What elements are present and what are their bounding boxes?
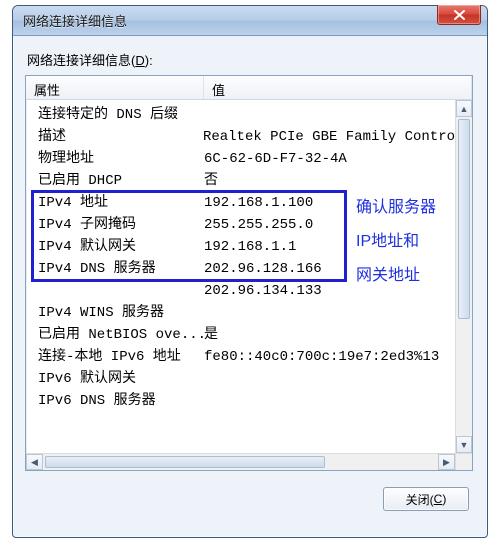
window-title: 网络连接详细信息 <box>23 11 481 30</box>
list-row[interactable]: IPv6 DNS 服务器 <box>38 390 455 412</box>
cell-prop: 连接-本地 IPv6 地址 <box>38 346 204 368</box>
list-row[interactable]: 202.96.134.133 <box>38 280 455 302</box>
scroll-track[interactable] <box>456 117 472 436</box>
dialog-window: 网络连接详细信息 网络连接详细信息(D): 属性 值 连接特定的 DNS 后缀 … <box>12 5 488 538</box>
cell-prop: IPv4 默认网关 <box>38 236 204 258</box>
header-value[interactable]: 值 <box>204 76 472 99</box>
scroll-thumb[interactable] <box>458 119 470 319</box>
cell-prop: IPv4 地址 <box>38 192 204 214</box>
cell-prop: 已启用 NetBIOS ove... <box>38 324 204 346</box>
list-row[interactable]: 物理地址6C-62-6D-F7-32-4A <box>38 148 455 170</box>
list-row[interactable]: IPv4 默认网关192.168.1.1 <box>38 236 455 258</box>
scroll-thumb[interactable] <box>45 456 325 468</box>
list-row[interactable]: 连接-本地 IPv6 地址fe80::40c0:700c:19e7:2ed3%1… <box>38 346 455 368</box>
cell-val: 否 <box>204 170 455 192</box>
list-row[interactable]: IPv4 WINS 服务器 <box>38 302 455 324</box>
cell-prop: IPv6 DNS 服务器 <box>38 390 204 412</box>
cell-val: 是 <box>204 324 455 346</box>
client-area: 网络连接详细信息(D): 属性 值 连接特定的 DNS 后缀 描述Realtek… <box>13 36 487 523</box>
list-header: 属性 值 <box>26 76 472 100</box>
list-row[interactable]: IPv4 地址192.168.1.100 <box>38 192 455 214</box>
scroll-right-arrow-icon[interactable]: ▶ <box>438 454 455 470</box>
cell-prop: IPv4 WINS 服务器 <box>38 302 204 324</box>
cell-val: 202.96.128.166 <box>204 258 455 280</box>
scroll-down-arrow-icon[interactable]: ▼ <box>456 436 472 453</box>
list-body: 连接特定的 DNS 后缀 描述Realtek PCIe GBE Family C… <box>26 100 455 453</box>
cell-prop: 描述 <box>38 126 203 148</box>
section-label: 网络连接详细信息(D): <box>27 50 475 69</box>
cell-prop: IPv4 子网掩码 <box>38 214 204 236</box>
cell-prop: IPv4 DNS 服务器 <box>38 258 204 280</box>
cell-prop: 物理地址 <box>38 148 204 170</box>
close-icon <box>454 10 465 20</box>
list-row[interactable]: IPv4 子网掩码255.255.255.0 <box>38 214 455 236</box>
cell-val: 255.255.255.0 <box>204 214 455 236</box>
close-button[interactable]: 关闭(C) <box>383 487 469 511</box>
list-row[interactable]: IPv6 默认网关 <box>38 368 455 390</box>
list-row[interactable]: 已启用 DHCP否 <box>38 170 455 192</box>
details-list: 属性 值 连接特定的 DNS 后缀 描述Realtek PCIe GBE Fam… <box>25 75 473 471</box>
titlebar[interactable]: 网络连接详细信息 <box>13 6 487 36</box>
horizontal-scrollbar[interactable]: ◀ ▶ <box>26 453 455 470</box>
cell-val: Realtek PCIe GBE Family Contro <box>203 126 455 148</box>
cell-prop: IPv6 默认网关 <box>38 368 204 390</box>
vertical-scrollbar[interactable]: ▲ ▼ <box>455 100 472 453</box>
scroll-left-arrow-icon[interactable]: ◀ <box>26 454 43 470</box>
button-row: 关闭(C) <box>25 471 475 511</box>
scroll-corner <box>455 453 472 470</box>
cell-prop: 已启用 DHCP <box>38 170 204 192</box>
window-close-button[interactable] <box>437 5 481 25</box>
cell-val: 6C-62-6D-F7-32-4A <box>204 148 455 170</box>
list-row[interactable]: 已启用 NetBIOS ove...是 <box>38 324 455 346</box>
list-row[interactable]: 连接特定的 DNS 后缀 <box>38 104 455 126</box>
cell-val: 192.168.1.100 <box>204 192 455 214</box>
header-property[interactable]: 属性 <box>26 76 204 99</box>
list-row[interactable]: 描述Realtek PCIe GBE Family Contro <box>38 126 455 148</box>
cell-prop: 连接特定的 DNS 后缀 <box>38 104 204 126</box>
cell-val: 202.96.134.133 <box>204 280 455 302</box>
list-row[interactable]: IPv4 DNS 服务器202.96.128.166 <box>38 258 455 280</box>
cell-val: 192.168.1.1 <box>204 236 455 258</box>
cell-val: fe80::40c0:700c:19e7:2ed3%13 <box>204 346 455 368</box>
scroll-up-arrow-icon[interactable]: ▲ <box>456 100 472 117</box>
